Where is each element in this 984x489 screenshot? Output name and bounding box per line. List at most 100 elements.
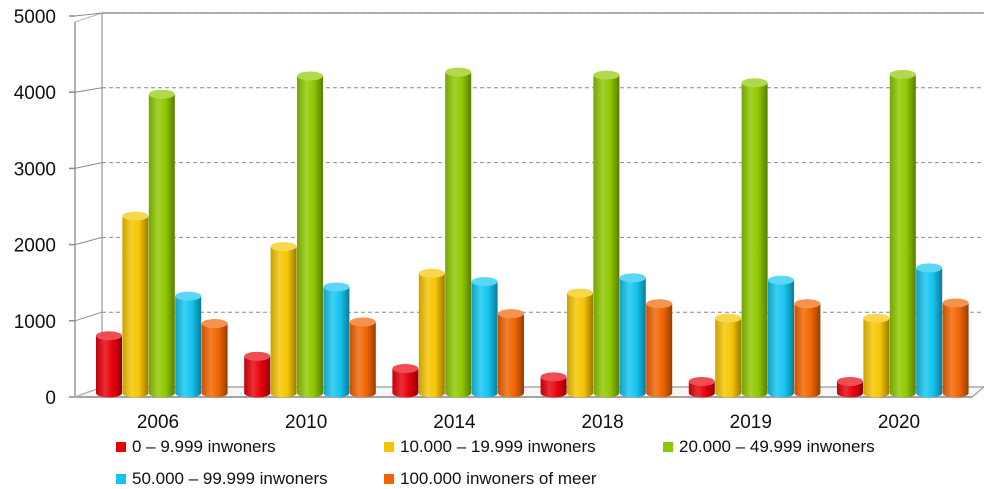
bar-cap — [794, 299, 821, 309]
bar-2020-series-2 — [863, 313, 890, 398]
bar-body — [794, 303, 821, 398]
y-tick-label: 4000 — [14, 83, 56, 104]
y-tick-label: 0 — [45, 388, 56, 409]
bar-cap — [96, 331, 122, 341]
bar-2019-series-3 — [741, 78, 768, 398]
bar-cap — [688, 376, 715, 386]
bar-body — [768, 280, 795, 398]
bars — [96, 67, 969, 398]
bar-2019-series-2 — [715, 313, 742, 398]
bar-cap — [593, 70, 620, 80]
bar-cap — [270, 242, 297, 252]
bar-body — [392, 368, 419, 398]
bar-cap — [445, 67, 472, 77]
bar-cap — [122, 211, 149, 221]
bar-body — [916, 267, 943, 398]
bar-body — [201, 323, 228, 398]
bar-2006-series-5 — [201, 319, 228, 398]
bar-2019-series-5 — [794, 299, 821, 398]
bar-body — [323, 286, 350, 398]
bar-body — [418, 273, 445, 398]
bar-2014-series-2 — [418, 268, 445, 398]
x-tick-label: 2014 — [433, 412, 476, 433]
bar-2018-series-2 — [567, 288, 593, 398]
x-tick-label: 2010 — [285, 412, 327, 433]
bar-2014-series-3 — [445, 67, 472, 398]
gridline-side — [74, 87, 103, 93]
bar-2014-series-5 — [498, 309, 524, 398]
bar-2018-series-5 — [646, 299, 673, 398]
bar-body — [646, 303, 673, 398]
gridlines — [74, 12, 984, 322]
bar-cap — [244, 351, 271, 361]
bar-cap — [889, 69, 916, 79]
bar-body — [445, 72, 472, 398]
bar-2006-series-3 — [148, 89, 175, 398]
bar-cap — [942, 298, 969, 308]
bar-2006-series-1 — [96, 331, 122, 398]
bar-body — [471, 281, 498, 398]
bar-cap — [418, 268, 445, 278]
bar-cap — [498, 309, 524, 319]
bar-body — [244, 356, 271, 398]
bar-2006-series-2 — [122, 211, 149, 398]
bar-body — [619, 277, 646, 398]
bar-2010-series-4 — [323, 282, 350, 398]
y-axis-ticks: 0 1000 2000 3000 4000 5000 — [14, 7, 75, 409]
x-tick-label: 2019 — [730, 412, 772, 433]
bar-2018-series-3 — [593, 70, 620, 398]
bar-2019-series-1 — [688, 376, 715, 398]
bar-2010-series-2 — [270, 242, 297, 398]
bar-body — [567, 293, 593, 398]
bar-cap — [175, 291, 202, 301]
bar-body — [349, 322, 376, 398]
bar-2018-series-4 — [619, 273, 646, 398]
bar-2010-series-5 — [349, 317, 376, 398]
bar-body — [175, 296, 202, 398]
bar-body — [593, 75, 620, 398]
bar-body — [498, 313, 524, 398]
bar-body — [297, 75, 323, 398]
y-tick-label: 3000 — [14, 159, 56, 180]
gridline-side — [74, 236, 103, 246]
bar-cap — [148, 89, 175, 99]
bar-body — [540, 376, 567, 398]
bar-2006-series-4 — [175, 291, 202, 398]
bar-body — [863, 318, 890, 398]
bar-2018-series-1 — [540, 372, 567, 398]
y-tick-label: 1000 — [14, 312, 56, 333]
bar-2020-series-5 — [942, 298, 969, 398]
y-tick-label: 5000 — [14, 7, 56, 28]
bar-cap — [471, 277, 498, 287]
bar-body — [148, 94, 175, 398]
bar-cap — [349, 317, 376, 327]
x-tick-label: 2018 — [581, 412, 623, 433]
bar-2014-series-1 — [392, 364, 419, 398]
x-tick-label: 2006 — [137, 412, 179, 433]
y-tick-label: 2000 — [14, 236, 56, 257]
bar-2019-series-4 — [768, 275, 795, 398]
bar-cap — [540, 372, 567, 382]
bar-body — [688, 381, 715, 398]
bar-cap — [201, 319, 228, 329]
bar-body — [889, 74, 916, 398]
bar-body — [96, 335, 122, 398]
bar-cap — [567, 288, 593, 298]
bar-cap — [768, 275, 794, 285]
bar-2014-series-4 — [471, 277, 498, 398]
bar-body — [270, 246, 297, 398]
bar-body — [837, 381, 863, 398]
bar-2020-series-1 — [837, 376, 863, 398]
gridline-side — [74, 162, 103, 169]
bar-cap — [619, 273, 646, 283]
bar-cap — [646, 299, 673, 309]
bar-2020-series-3 — [889, 69, 916, 398]
bar-body — [741, 82, 768, 398]
bar-body — [715, 318, 742, 398]
bar-2010-series-3 — [297, 71, 323, 398]
x-tick-label: 2020 — [878, 412, 920, 433]
bar-cap — [916, 263, 943, 273]
bar-cap — [741, 78, 768, 88]
bar-2020-series-4 — [916, 263, 943, 398]
